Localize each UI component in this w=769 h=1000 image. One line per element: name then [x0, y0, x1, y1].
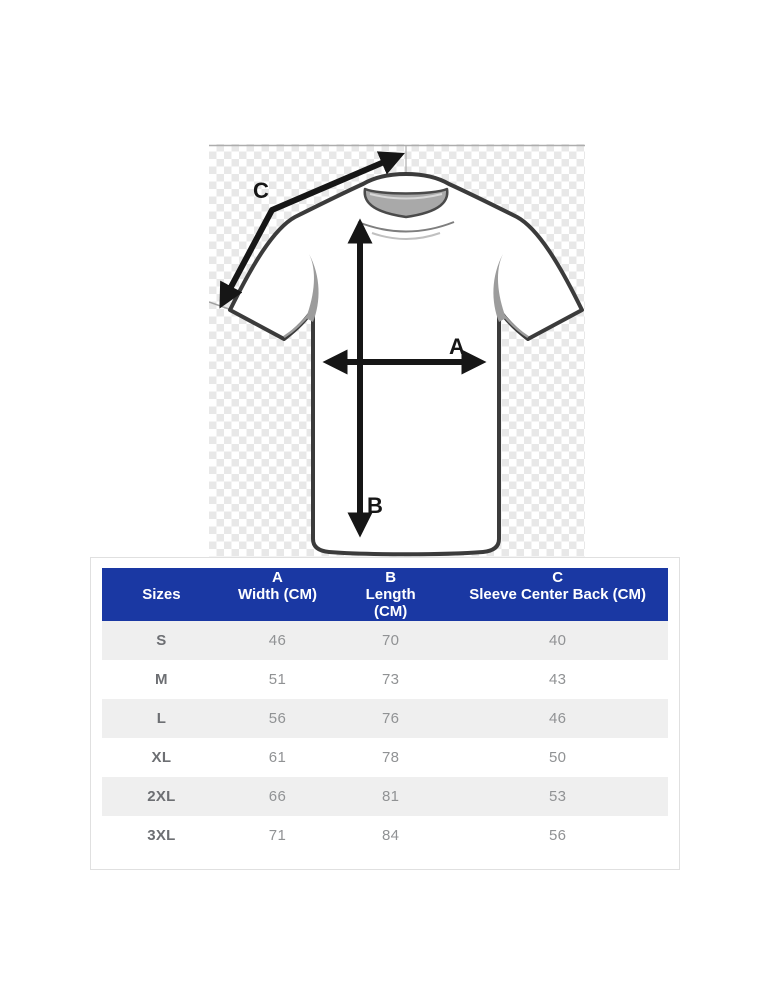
right-armpit-shading — [493, 254, 506, 322]
tshirt-svg: A B C — [209, 144, 585, 557]
size-cell: XL — [102, 738, 221, 777]
sleeve-arrow-c — [219, 151, 405, 309]
sleeve-cell: 53 — [447, 777, 668, 816]
table-row: L 56 76 46 — [102, 699, 668, 738]
size-table-card: Sizes A Width (CM) B Length (CM) C Sleev… — [90, 557, 680, 870]
left-underarm-line — [283, 311, 312, 339]
table-header-row: Sizes A Width (CM) B Length (CM) C Sleev… — [102, 568, 668, 621]
table-row: XL 61 78 50 — [102, 738, 668, 777]
size-cell: 2XL — [102, 777, 221, 816]
label-a: A — [449, 334, 465, 359]
label-b: B — [367, 493, 383, 518]
header-length: B Length (CM) — [334, 568, 448, 621]
size-cell: L — [102, 699, 221, 738]
sleeve-cell: 43 — [447, 660, 668, 699]
width-cell: 56 — [220, 699, 335, 738]
table-row: M 51 73 43 — [102, 660, 668, 699]
table-row: S 46 70 40 — [102, 621, 668, 660]
table-row: 2XL 66 81 53 — [102, 777, 668, 816]
header-label: Sleeve Center Back (CM) — [469, 586, 646, 603]
tshirt-diagram: A B C — [209, 144, 585, 558]
header-label: Sizes — [142, 586, 181, 603]
label-c: C — [253, 178, 269, 203]
length-cell: 78 — [334, 738, 448, 777]
width-cell: 71 — [220, 816, 335, 855]
right-underarm-line — [500, 311, 529, 339]
header-label-line2: (CM) — [373, 603, 408, 620]
header-sleeve: C Sleeve Center Back (CM) — [447, 568, 668, 621]
length-cell: 73 — [334, 660, 448, 699]
width-cell: 61 — [220, 738, 335, 777]
length-cell: 81 — [334, 777, 448, 816]
header-label: Width (CM) — [237, 586, 317, 603]
width-cell: 51 — [220, 660, 335, 699]
size-cell: 3XL — [102, 816, 221, 855]
size-cell: M — [102, 660, 221, 699]
header-letter: C — [552, 569, 564, 586]
sleeve-cell: 46 — [447, 699, 668, 738]
length-cell: 76 — [334, 699, 448, 738]
header-width: A Width (CM) — [220, 568, 335, 621]
length-cell: 70 — [334, 621, 448, 660]
header-letter: A — [272, 569, 283, 586]
sleeve-cell: 56 — [447, 816, 668, 855]
table-row: 3XL 71 84 56 — [102, 816, 668, 855]
header-letter — [104, 569, 219, 586]
size-table: Sizes A Width (CM) B Length (CM) C Sleev… — [102, 568, 668, 855]
header-label: Length — [365, 586, 416, 603]
header-sizes: Sizes — [102, 568, 221, 621]
size-cell: S — [102, 621, 221, 660]
width-cell: 46 — [220, 621, 335, 660]
sleeve-cell: 50 — [447, 738, 668, 777]
sleeve-cell: 40 — [447, 621, 668, 660]
length-cell: 84 — [334, 816, 448, 855]
width-cell: 66 — [220, 777, 335, 816]
header-letter: B — [385, 569, 397, 586]
